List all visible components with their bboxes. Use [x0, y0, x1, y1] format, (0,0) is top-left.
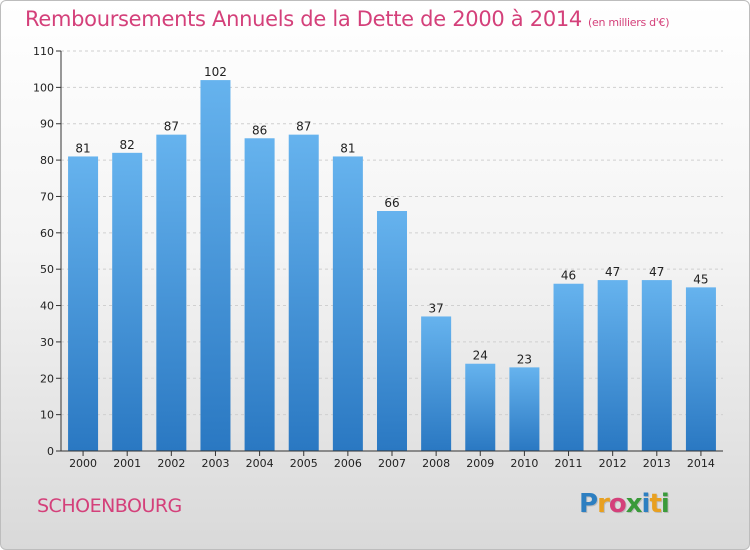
x-tick-label: 2001: [113, 457, 141, 470]
y-tick-label: 10: [40, 409, 54, 422]
value-label: 47: [605, 265, 620, 279]
y-tick-label: 20: [40, 372, 54, 385]
chart-subtitle: (en milliers d'€): [588, 16, 670, 29]
value-label: 82: [120, 138, 135, 152]
value-label: 23: [517, 352, 532, 366]
logo-letter: x: [625, 489, 643, 519]
bar: [112, 152, 143, 451]
chart-title-text: Remboursements Annuels de la Dette de 20…: [25, 7, 582, 31]
logo-letter: i: [660, 489, 670, 519]
bar: [509, 367, 540, 451]
value-label: 47: [649, 265, 664, 279]
x-axis-ticks: 2000 2001 2002 2003 2004 2005 2006 2007 2008 2009…: [69, 451, 715, 470]
logo-letter: o: [608, 489, 627, 519]
y-tick-label: 100: [33, 81, 54, 94]
bar: [553, 283, 584, 451]
y-tick-label: 80: [40, 154, 54, 167]
x-tick-label: 2008: [422, 457, 450, 470]
value-label: 24: [473, 349, 488, 363]
bar: [597, 280, 628, 451]
bar: [200, 80, 231, 451]
value-label: 37: [428, 301, 443, 315]
value-labels: 81 82 87 102 86 87 81 66 37 24 23 46 47 47 45: [75, 65, 708, 366]
bar: [332, 156, 363, 452]
bar: [465, 363, 496, 451]
value-label: 87: [164, 120, 179, 134]
chart-title: Remboursements Annuels de la Dette de 20…: [25, 7, 669, 31]
y-tick-label: 0: [47, 445, 54, 458]
bars: [68, 80, 716, 452]
y-tick-label: 40: [40, 300, 54, 313]
x-tick-label: 2007: [378, 457, 406, 470]
y-axis-ticks: 0 10 20 30 40 50 60 70 80 90 100 110: [33, 45, 61, 458]
value-label: 87: [296, 120, 311, 134]
x-tick-label: 2003: [201, 457, 229, 470]
bar: [421, 316, 452, 451]
bar: [685, 287, 716, 451]
y-tick-label: 70: [40, 190, 54, 203]
bar: [376, 211, 408, 451]
y-tick-label: 90: [40, 118, 54, 131]
y-tick-label: 50: [40, 263, 54, 276]
bar: [68, 156, 99, 452]
bar: [156, 134, 187, 452]
x-tick-label: 2013: [643, 457, 671, 470]
y-tick-label: 30: [40, 336, 54, 349]
value-label: 86: [252, 123, 267, 137]
logo-letter: P: [579, 489, 598, 519]
x-tick-label: 2002: [157, 457, 185, 470]
value-label: 81: [75, 141, 90, 155]
x-tick-label: 2011: [555, 457, 583, 470]
logo-letter: t: [649, 489, 661, 519]
value-label: 46: [561, 269, 576, 283]
x-tick-label: 2014: [687, 457, 715, 470]
logo-letter: r: [597, 489, 610, 519]
x-tick-label: 2000: [69, 457, 97, 470]
x-tick-label: 2010: [510, 457, 538, 470]
x-tick-label: 2004: [246, 457, 274, 470]
logo-letter: i: [641, 489, 651, 519]
x-tick-label: 2009: [466, 457, 494, 470]
value-label: 45: [693, 272, 708, 286]
value-label: 102: [204, 65, 227, 79]
value-label: 66: [384, 196, 399, 210]
proxiti-logo: Proxiti: [579, 489, 670, 519]
bar: [288, 134, 319, 452]
y-tick-label: 110: [33, 45, 54, 58]
bar: [244, 138, 275, 452]
x-tick-label: 2005: [290, 457, 318, 470]
commune-name: SCHOENBOURG: [37, 495, 182, 517]
y-tick-label: 60: [40, 227, 54, 240]
value-label: 81: [340, 141, 355, 155]
x-tick-label: 2006: [334, 457, 362, 470]
bar: [641, 280, 672, 451]
x-tick-label: 2012: [599, 457, 627, 470]
